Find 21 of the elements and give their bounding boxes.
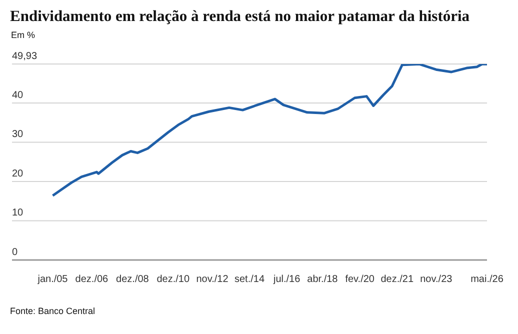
x-tick-label: dez./06 (75, 274, 109, 285)
chart-title: Endividamento em relação à renda está no maior patamar da história (10, 8, 470, 26)
x-tick-label: set./14 (234, 274, 265, 285)
y-tick-label: 49,93 (12, 51, 38, 62)
y-tick-label: 40 (12, 90, 24, 101)
x-tick-label: dez./10 (156, 274, 190, 285)
x-tick-label: fev./20 (345, 274, 375, 285)
x-tick-label: mai./26 (470, 274, 504, 285)
y-tick-label: 10 (12, 208, 24, 219)
x-tick-label: jul./16 (272, 274, 301, 285)
x-tick-label: abr./18 (307, 274, 338, 285)
x-tick-label: dez./21 (380, 274, 414, 285)
x-tick-label: nov./23 (420, 274, 453, 285)
source-note: Fonte: Banco Central (10, 306, 96, 316)
y-axis-title: Em % (11, 30, 36, 40)
y-tick-label: 20 (12, 168, 24, 180)
x-tick-label: jan./05 (36, 274, 68, 285)
x-tick-label: nov./12 (196, 274, 229, 285)
y-tick-label: 0 (12, 247, 18, 258)
y-tick-label: 30 (12, 129, 24, 140)
x-tick-label: dez./08 (116, 274, 150, 285)
